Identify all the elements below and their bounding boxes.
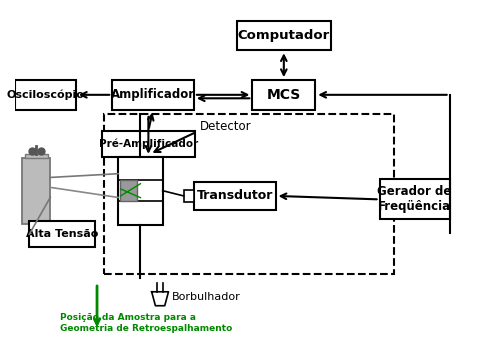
FancyBboxPatch shape bbox=[112, 80, 194, 110]
Text: Borbulhador: Borbulhador bbox=[172, 292, 241, 302]
Text: MCS: MCS bbox=[267, 88, 301, 102]
Text: Alta Tensão: Alta Tensão bbox=[26, 229, 98, 239]
FancyBboxPatch shape bbox=[237, 21, 330, 50]
FancyBboxPatch shape bbox=[25, 154, 47, 158]
FancyBboxPatch shape bbox=[194, 182, 276, 210]
FancyBboxPatch shape bbox=[184, 190, 194, 202]
Text: Computador: Computador bbox=[238, 29, 330, 42]
Text: Posição da Amostra para a
Geometria de Retroespalhamento: Posição da Amostra para a Geometria de R… bbox=[60, 314, 232, 333]
FancyBboxPatch shape bbox=[15, 80, 76, 110]
Text: Gerador de
Freqüência: Gerador de Freqüência bbox=[377, 186, 452, 214]
FancyBboxPatch shape bbox=[118, 157, 163, 225]
FancyBboxPatch shape bbox=[120, 181, 137, 201]
FancyBboxPatch shape bbox=[102, 131, 195, 157]
Polygon shape bbox=[152, 292, 169, 306]
FancyBboxPatch shape bbox=[252, 80, 315, 110]
Text: Transdutor: Transdutor bbox=[197, 189, 273, 202]
Text: Detector: Detector bbox=[200, 120, 251, 133]
FancyBboxPatch shape bbox=[380, 179, 450, 219]
Text: Pré-Amplificador: Pré-Amplificador bbox=[99, 138, 198, 149]
FancyBboxPatch shape bbox=[22, 158, 50, 224]
Text: Osciloscópio: Osciloscópio bbox=[7, 90, 85, 100]
FancyBboxPatch shape bbox=[29, 221, 95, 247]
Text: Amplificador: Amplificador bbox=[111, 88, 195, 101]
